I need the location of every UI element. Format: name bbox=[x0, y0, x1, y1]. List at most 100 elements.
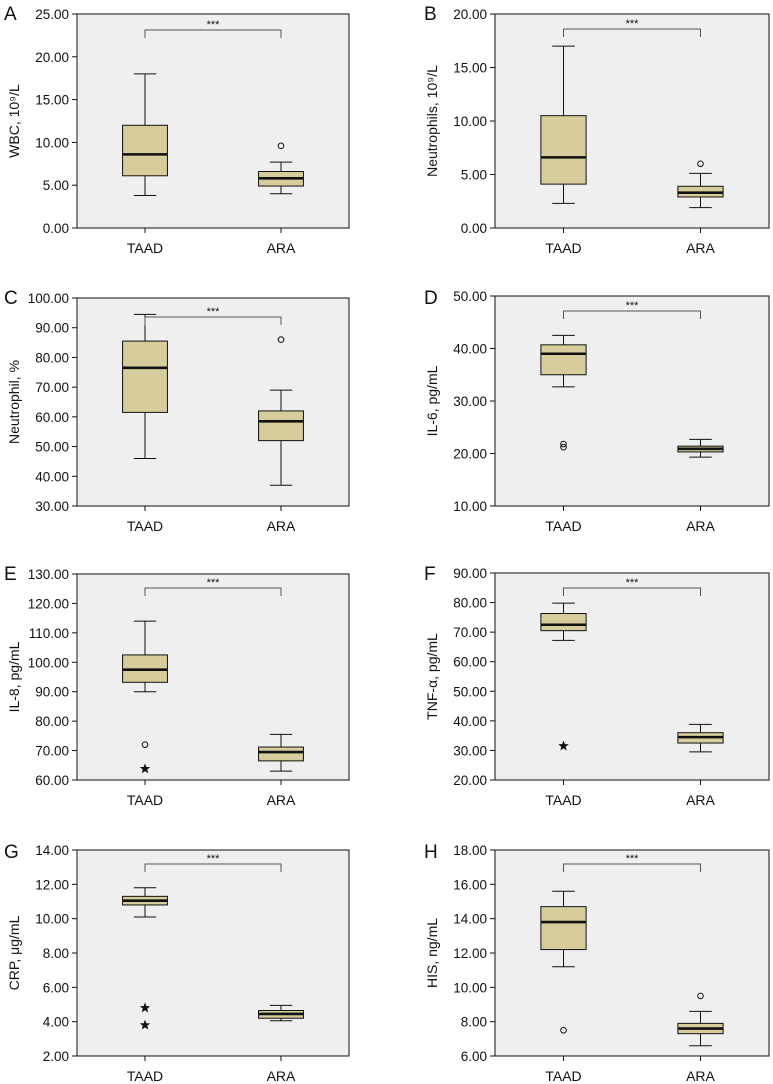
y-tick-label: 100.00 bbox=[28, 291, 69, 306]
y-axis-label: IL-6, pg/mL bbox=[424, 365, 440, 436]
box-ara bbox=[258, 733, 304, 772]
y-tick-label: 10.00 bbox=[453, 980, 487, 995]
y-tick-label: 70.00 bbox=[35, 744, 69, 759]
box-ara bbox=[258, 1004, 304, 1022]
significance-label: *** bbox=[626, 18, 640, 30]
y-tick-label: 20.00 bbox=[35, 50, 69, 65]
y-tick-label: 18.00 bbox=[453, 843, 487, 858]
x-category-label: ARA bbox=[267, 240, 296, 256]
y-tick-label: 6.00 bbox=[43, 980, 69, 995]
significance-label: *** bbox=[207, 306, 221, 318]
box-iqr bbox=[540, 613, 587, 632]
panel-letter: H bbox=[424, 842, 438, 863]
y-axis-label: Neutrophil, % bbox=[6, 360, 22, 444]
y-tick-label: 60.00 bbox=[453, 655, 487, 670]
chart-panel-h: H 6.00 8.00 10.00 12.00 14.00 16.00 18.00 HIS, n… bbox=[424, 842, 770, 1084]
y-tick-label: 5.00 bbox=[461, 168, 487, 183]
box-iqr bbox=[122, 124, 168, 177]
box-taad bbox=[122, 73, 168, 196]
y-tick-label: 0.00 bbox=[461, 221, 487, 236]
box-ara bbox=[677, 438, 724, 458]
y-tick-label: 15.00 bbox=[453, 61, 487, 76]
box-iqr bbox=[540, 906, 587, 951]
y-tick-label: 30.00 bbox=[35, 499, 69, 514]
plot-area bbox=[494, 13, 770, 229]
significance-bracket bbox=[563, 28, 701, 37]
y-tick-label: 30.00 bbox=[453, 743, 487, 758]
y-axis-label: CRP, μg/mL bbox=[6, 915, 22, 990]
y-tick-label: 6.00 bbox=[461, 1049, 487, 1064]
plot-area bbox=[76, 13, 350, 229]
box-ara bbox=[677, 723, 724, 753]
plot-area bbox=[494, 295, 770, 507]
y-tick-label: 16.00 bbox=[453, 877, 487, 892]
y-tick-label: 12.00 bbox=[35, 877, 69, 892]
y-tick-label: 15.00 bbox=[35, 93, 69, 108]
box-taad bbox=[122, 887, 168, 1030]
x-category-label: TAAD bbox=[127, 240, 163, 256]
y-tick-label: 30.00 bbox=[453, 394, 487, 409]
x-category-label: TAAD bbox=[545, 1068, 581, 1084]
y-tick-label: 14.00 bbox=[35, 843, 69, 858]
y-tick-label: 80.00 bbox=[35, 350, 69, 365]
x-category-label: ARA bbox=[686, 792, 715, 808]
y-axis-label: TNF-α, pg/mL bbox=[424, 633, 440, 720]
box-ara bbox=[258, 142, 304, 195]
box-taad bbox=[122, 313, 168, 459]
outlier-marker bbox=[697, 160, 704, 168]
box-ara bbox=[677, 160, 724, 209]
plot-area bbox=[76, 573, 350, 781]
significance-label: *** bbox=[626, 577, 640, 589]
significance-label: *** bbox=[207, 577, 221, 589]
chart-panel-b: B 0.00 5.00 10.00 15.00 20.00 Neutrophils, 10⁹… bbox=[424, 4, 770, 256]
outlier-marker bbox=[697, 992, 704, 1000]
y-tick-label: 10.00 bbox=[453, 114, 487, 129]
x-category-label: ARA bbox=[686, 240, 715, 256]
outlier-marker bbox=[277, 142, 285, 150]
y-tick-label: 20.00 bbox=[453, 773, 487, 788]
box-taad bbox=[540, 45, 587, 204]
panel-letter: E bbox=[4, 564, 17, 585]
chart-panel-c: C 30.00 40.00 50.00 60.00 70.00 80.00 90.00 100.… bbox=[4, 288, 350, 534]
y-tick-label: 40.00 bbox=[453, 714, 487, 729]
y-tick-label: 20.00 bbox=[453, 447, 487, 462]
extreme-star-marker bbox=[139, 1002, 151, 1013]
significance-bracket bbox=[563, 863, 701, 872]
y-tick-label: 130.00 bbox=[28, 567, 69, 582]
x-category-label: ARA bbox=[686, 518, 715, 534]
significance-bracket bbox=[144, 863, 282, 872]
y-tick-label: 120.00 bbox=[28, 596, 69, 611]
y-tick-label: 50.00 bbox=[453, 289, 487, 304]
y-axis-label: HIS, ng/mL bbox=[424, 918, 440, 988]
y-tick-label: 20.00 bbox=[453, 7, 487, 22]
y-tick-label: 2.00 bbox=[43, 1049, 69, 1064]
plot-area bbox=[494, 572, 770, 781]
y-tick-label: 70.00 bbox=[35, 380, 69, 395]
y-tick-label: 8.00 bbox=[43, 946, 69, 961]
x-category-label: TAAD bbox=[127, 518, 163, 534]
extreme-star-marker bbox=[139, 1019, 151, 1030]
y-tick-label: 4.00 bbox=[43, 1015, 69, 1030]
panel-letter: A bbox=[4, 4, 17, 25]
extreme-star-marker bbox=[558, 740, 569, 751]
chart-panel-a: A 0.00 5.00 10.00 15.00 20.00 25.00 WBC, 10⁹/L T… bbox=[4, 4, 350, 256]
significance-label: *** bbox=[207, 853, 221, 865]
y-tick-label: 80.00 bbox=[453, 596, 487, 611]
y-tick-label: 80.00 bbox=[35, 714, 69, 729]
chart-panel-d: D 10.00 20.00 30.00 40.00 50.00 IL-6, pg/mL TAA… bbox=[424, 288, 770, 534]
box-iqr bbox=[258, 410, 304, 442]
box-taad bbox=[540, 602, 587, 751]
box-ara bbox=[677, 992, 724, 1047]
x-category-label: TAAD bbox=[545, 792, 581, 808]
y-tick-label: 110.00 bbox=[29, 626, 69, 641]
y-tick-label: 60.00 bbox=[35, 773, 69, 788]
outlier-marker bbox=[141, 741, 149, 748]
extreme-star-marker bbox=[139, 763, 151, 774]
box-taad bbox=[540, 890, 587, 1034]
panel-letter: B bbox=[424, 4, 437, 25]
y-tick-label: 5.00 bbox=[43, 178, 69, 193]
box-iqr bbox=[540, 344, 587, 376]
y-tick-label: 60.00 bbox=[35, 410, 69, 425]
y-tick-label: 10.00 bbox=[35, 912, 69, 927]
